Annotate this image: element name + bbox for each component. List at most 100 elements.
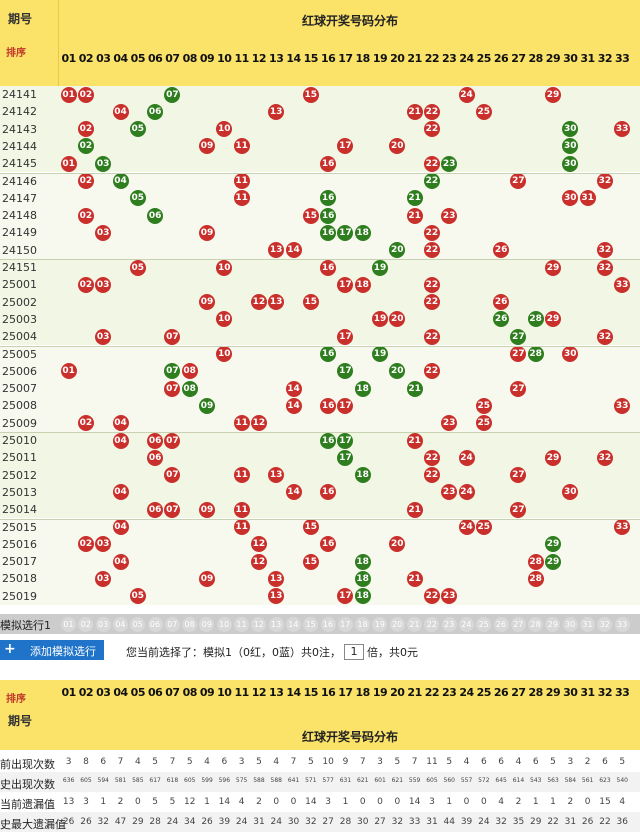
select-ball-20[interactable]: 20 [389,616,405,632]
ball-23: 23 [441,207,458,224]
ball-04: 04 [112,415,129,432]
ball-14: 14 [285,242,302,259]
select-ball-25[interactable]: 25 [476,616,492,632]
ball-32: 32 [596,173,613,190]
footer-number-header: 01 02 03 04 05 06 07 08 09 10 11 12 13 14 15 16 17 18 19 20… [60,686,631,699]
select-ball-02[interactable]: 02 [78,616,94,632]
select-ball-13[interactable]: 13 [268,616,284,632]
ball-17: 17 [337,276,354,293]
footer-sort-button[interactable]: 排序 [6,694,26,705]
select-ball-21[interactable]: 21 [407,616,422,632]
number-col-01: 01 [61,52,76,65]
period-id: 25007 [2,382,37,396]
select-ball-28[interactable]: 28 [528,616,544,632]
number-col-18: 18 [355,52,371,65]
select-ball-23[interactable]: 23 [441,616,457,632]
number-col-03: 03 [96,686,111,699]
stats-value: 1 [532,797,539,807]
select-ball-32[interactable]: 32 [597,616,613,632]
select-ball-31[interactable]: 31 [580,616,595,632]
number-col-16: 16 [320,52,336,65]
ball-26: 26 [493,311,510,328]
select-ball-17[interactable]: 17 [337,616,353,632]
stats-value: 4 [273,757,280,767]
select-ball-07[interactable]: 07 [164,616,180,632]
ball-09: 09 [199,224,215,241]
stats-value: 4 [134,757,141,767]
select-ball-19[interactable]: 19 [372,616,388,632]
number-col-21: 21 [407,686,422,699]
select-ball-22[interactable]: 22 [424,616,440,632]
stats-row-history-count: 史出现次数 636 605 594 581 585 617 618 605 599 596 575 58… [0,772,640,792]
select-ball-27[interactable]: 27 [510,616,526,632]
select-ball-09[interactable]: 09 [199,616,215,632]
ball-11: 11 [233,415,250,432]
select-ball-10[interactable]: 10 [216,616,232,632]
multiplier-input[interactable]: 1 [344,644,364,660]
ball-22: 22 [423,328,440,345]
ball-09: 09 [199,570,215,587]
ball-20: 20 [389,242,406,259]
group-divider [0,432,640,433]
period-id: 24148 [2,209,37,223]
stats-value: 621 [391,777,404,784]
stats-value: 559 [408,777,421,784]
number-col-08: 08 [182,52,198,65]
select-ball-06[interactable]: 06 [147,616,163,632]
ball-17: 17 [337,328,354,345]
ball-31: 31 [579,190,596,207]
ball-18: 18 [354,224,371,241]
ball-01: 01 [60,363,77,380]
select-ball-11[interactable]: 11 [234,616,249,632]
sort-button[interactable]: 排序 [6,48,26,59]
stats-value: 8 [83,757,89,767]
number-col-25: 25 [476,52,492,65]
select-ball-14[interactable]: 14 [285,616,301,632]
draw-row: 24149 03 09 16 17 18 22 [0,224,640,242]
select-ball-01[interactable]: 01 [61,616,76,632]
ball-16: 16 [320,397,337,414]
select-ball-26[interactable]: 26 [493,616,509,632]
stats-value: 599 [201,777,213,784]
stats-value: 6 [498,757,505,767]
select-ball-03[interactable]: 03 [95,616,111,632]
draw-row: 24151 05 10 16 19 29 32 [0,259,640,277]
select-ball-05[interactable]: 05 [130,616,146,632]
ball-12: 12 [250,553,267,570]
select-ball-16[interactable]: 16 [320,616,336,632]
stats-value: 0 [134,797,141,807]
stats-value: 0 [377,797,383,807]
number-col-14: 14 [286,52,301,65]
draw-row: 25015 04 11 15 24 25 33 [0,518,640,536]
ball-15: 15 [302,294,319,311]
stats-value: 27 [374,817,386,827]
select-ball-08[interactable]: 08 [182,616,198,632]
add-simulate-button[interactable]: + 添加模拟选行 [0,640,104,660]
period-id: 24143 [2,122,37,136]
ball-24: 24 [458,449,475,466]
ball-22: 22 [423,155,440,172]
stats-value: 618 [166,777,179,784]
select-ball-24[interactable]: 24 [458,616,474,632]
ball-18: 18 [354,276,371,293]
stats-value: 0 [359,797,366,807]
stats-value: 543 [530,777,542,784]
select-ball-12[interactable]: 12 [251,616,267,632]
stats-value: 29 [132,817,144,827]
number-col-15: 15 [303,52,319,65]
stats-value: 588 [253,777,265,784]
period-id: 25009 [2,416,37,430]
select-ball-33[interactable]: 33 [614,616,630,632]
select-ball-18[interactable]: 18 [355,616,371,632]
stats-value: 540 [616,777,628,784]
select-ball-29[interactable]: 29 [545,616,561,632]
draw-row: 25007 07 08 14 18 21 27 [0,380,640,398]
ball-28: 28 [527,311,544,328]
ball-29: 29 [545,86,561,103]
select-ball-30[interactable]: 30 [562,616,578,632]
select-ball-15[interactable]: 15 [303,616,319,632]
ball-07: 07 [164,380,181,397]
select-ball-04[interactable]: 04 [112,616,128,632]
ball-15: 15 [302,207,319,224]
ball-03: 03 [95,536,112,553]
